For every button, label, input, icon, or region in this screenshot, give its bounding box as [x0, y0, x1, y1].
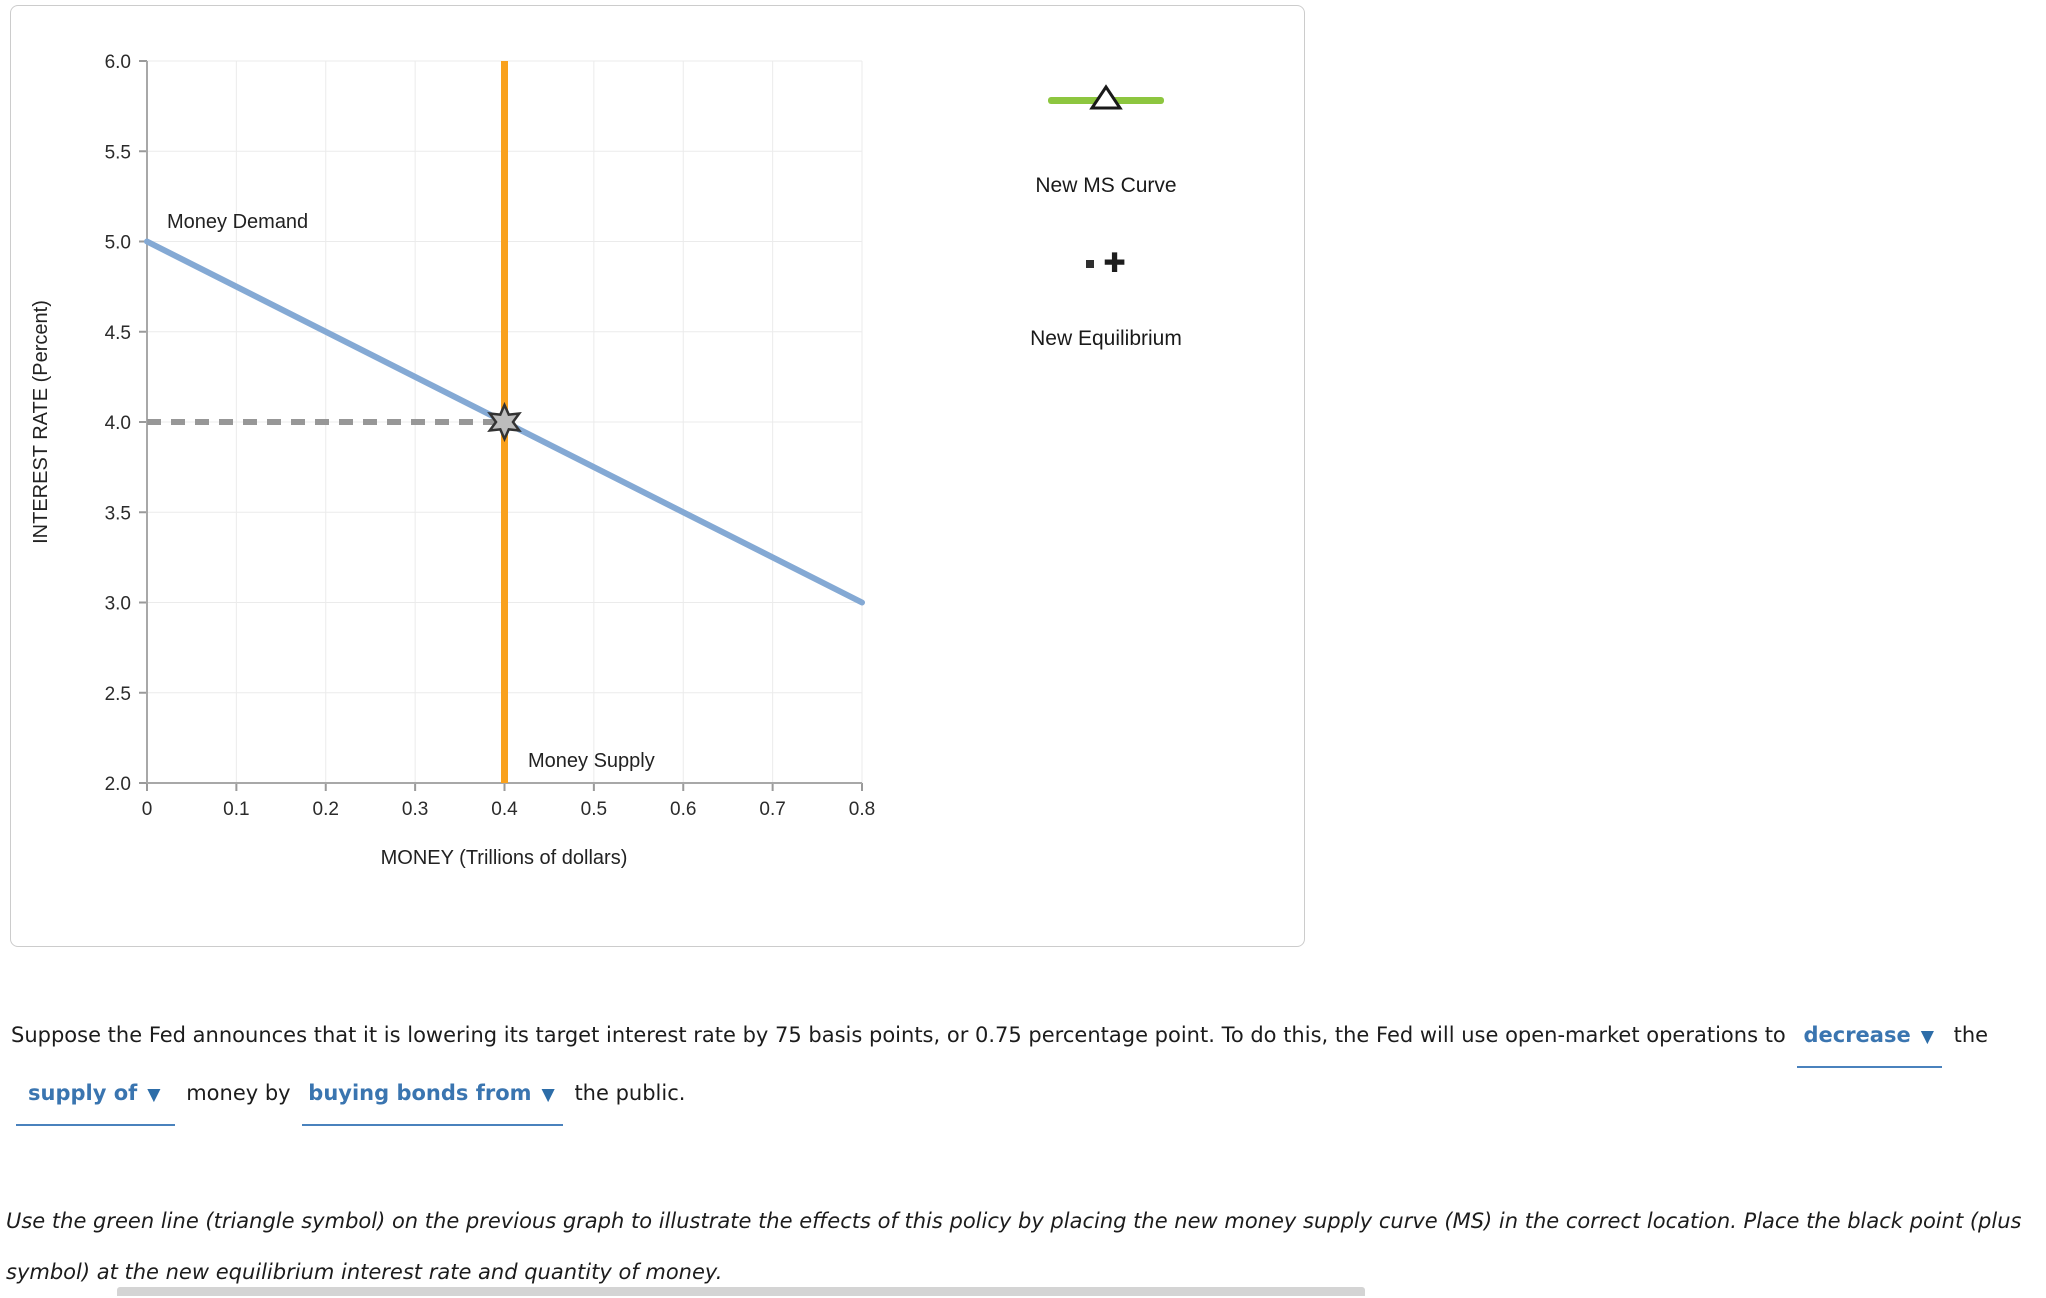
chart-legend: New MS Curve ✚ New Equilibrium	[996, 84, 1216, 351]
bottom-panel-edge	[117, 1287, 1365, 1296]
question-text-1: Suppose the Fed announces that it is low…	[11, 1023, 1786, 1047]
x-tick-label: 0.5	[581, 799, 607, 820]
new-equilibrium-handle[interactable]: ✚	[1086, 250, 1126, 277]
question-text-3: money by	[186, 1081, 291, 1105]
x-tick-label: 0.4	[491, 799, 518, 820]
triangle-icon	[1089, 84, 1123, 110]
x-tick-label: 0.6	[670, 799, 696, 820]
instruction-block: Use the green line (triangle symbol) on …	[6, 1196, 2040, 1298]
dropdown-arrow-icon: ▼	[1920, 1027, 1934, 1047]
x-tick-label: 0.1	[223, 799, 249, 820]
graph-panel: 0 0.1 0.2 0.3 0.4 0.5 0.6 0.7 0.8 2.0 2.5 3.0 3.5 4.0…	[10, 5, 1305, 947]
money-supply-label: Money Supply	[528, 750, 655, 772]
y-tick-label: 6.0	[105, 52, 131, 73]
plus-icon: ✚	[1103, 248, 1126, 279]
new-equilibrium-label: New Equilibrium	[1030, 327, 1182, 350]
y-tick-label: 2.5	[105, 684, 131, 705]
y-tick-label: 3.0	[105, 594, 131, 615]
y-axis-label: INTEREST RATE (Percent)	[30, 300, 52, 544]
y-tick-label: 5.5	[105, 142, 131, 163]
chart-svg: 0 0.1 0.2 0.3 0.4 0.5 0.6 0.7 0.8 2.0 2.5 3.0 3.5 4.0…	[30, 52, 876, 869]
x-tick-label: 0.7	[759, 799, 785, 820]
dropdown-arrow-icon: ▼	[541, 1085, 555, 1105]
money-demand-label: Money Demand	[167, 211, 308, 233]
dropdown-supply-of-value: supply of	[28, 1081, 138, 1105]
dropdown-arrow-icon: ▼	[147, 1085, 161, 1105]
new-ms-curve-label: New MS Curve	[1035, 174, 1177, 197]
x-tick-label: 0.2	[313, 799, 339, 820]
new-ms-curve-handle[interactable]	[1048, 84, 1164, 118]
y-tick-label: 5.0	[105, 233, 131, 254]
x-tick-label: 0	[142, 799, 153, 820]
y-tick-label: 4.0	[105, 413, 131, 434]
question-block: Suppose the Fed announces that it is low…	[6, 1010, 2040, 1126]
instruction-paragraph: Use the green line (triangle symbol) on …	[6, 1209, 2022, 1284]
x-tick-label: 0.8	[849, 799, 875, 820]
question-text-4: the public.	[574, 1081, 686, 1105]
dropdown-buying-bonds-value: buying bonds from	[308, 1081, 532, 1105]
dropdown-supply-of[interactable]: supply of ▼	[16, 1068, 175, 1126]
equilibrium-star-marker	[487, 401, 522, 443]
x-tick-label: 0.3	[402, 799, 428, 820]
question-paragraph: Suppose the Fed announces that it is low…	[11, 1010, 2040, 1126]
x-axis-label: MONEY (Trillions of dollars)	[381, 847, 628, 869]
chart-ticks: 0 0.1 0.2 0.3 0.4 0.5 0.6 0.7 0.8 2.0 2.5 3.0 3.5 4.0…	[105, 52, 876, 820]
dropdown-decrease[interactable]: decrease ▼	[1797, 1010, 1942, 1068]
question-text-2: the	[1953, 1023, 1989, 1047]
y-tick-label: 3.5	[105, 503, 131, 524]
drag-dot-icon	[1086, 259, 1095, 268]
dropdown-buying-bonds[interactable]: buying bonds from ▼	[302, 1068, 563, 1126]
y-tick-label: 2.0	[105, 774, 131, 795]
y-tick-label: 4.5	[105, 323, 131, 344]
dropdown-decrease-value: decrease	[1803, 1023, 1911, 1047]
